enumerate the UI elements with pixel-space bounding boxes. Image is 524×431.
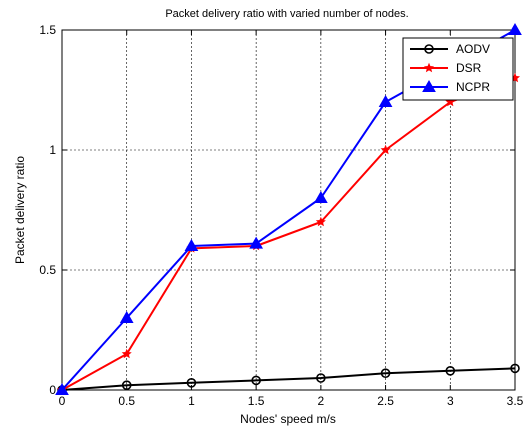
x-axis-title: Nodes' speed m/s [240, 412, 336, 426]
series-line-aodv [61, 367, 516, 391]
legend-item-ncpr: NCPR [410, 79, 490, 94]
chart-title: Packet delivery ratio with varied number… [165, 8, 408, 20]
data-point-aodv [316, 373, 326, 383]
legend-label: NCPR [456, 80, 490, 94]
data-point-dsr [380, 144, 391, 155]
x-tick-label: 0.5 [118, 394, 135, 408]
data-point-aodv [121, 380, 132, 391]
data-point-ncpr [184, 238, 199, 251]
x-tick-label: 2.5 [377, 394, 394, 408]
x-tick-label: 3 [447, 394, 454, 408]
x-tick-label: 1.5 [248, 394, 265, 408]
data-point-dsr [445, 96, 456, 107]
legend-marker [424, 44, 434, 54]
grid [62, 30, 515, 390]
x-tick-label: 2 [318, 394, 325, 408]
y-tick-label: 0.5 [39, 263, 56, 277]
data-point-ncpr [378, 94, 393, 107]
legend-item-aodv: AODV [410, 42, 490, 56]
axis-ticks: 0 0.5 1 1.5 2 2.5 3 3.5 0 0.5 1 1.5 [39, 23, 523, 408]
y-tick-label: 1 [49, 143, 56, 157]
data-point-ncpr [249, 236, 264, 249]
data-point-ncpr [508, 22, 522, 35]
legend-label: AODV [456, 42, 490, 56]
legend-item-dsr: DSR [410, 61, 482, 75]
data-point-dsr [315, 216, 326, 227]
data-point-ncpr [119, 310, 134, 323]
legend-marker [423, 62, 435, 73]
y-tick-label: 1.5 [39, 23, 56, 37]
legend-label: DSR [456, 61, 482, 75]
legend-marker [422, 79, 436, 92]
series-line-dsr [61, 77, 516, 391]
y-axis-title: Packet delivery ratio [13, 156, 27, 264]
data-point-aodv [510, 363, 520, 374]
x-tick-label: 1 [188, 394, 195, 408]
data-point-aodv [186, 377, 197, 388]
data-point-dsr [121, 348, 132, 359]
data-point-aodv [445, 365, 456, 376]
data-point-aodv [380, 368, 391, 379]
plot-frame [61, 29, 516, 391]
x-tick-label: 3.5 [507, 394, 524, 408]
data-point-aodv [251, 375, 261, 386]
x-tick-label: 0 [59, 394, 66, 408]
series-aodv [57, 363, 520, 395]
data-point-ncpr [55, 382, 69, 395]
y-tick-label: 0 [49, 383, 56, 397]
legend: AODV DSR NCPR [402, 37, 514, 101]
data-point-ncpr [313, 190, 328, 203]
